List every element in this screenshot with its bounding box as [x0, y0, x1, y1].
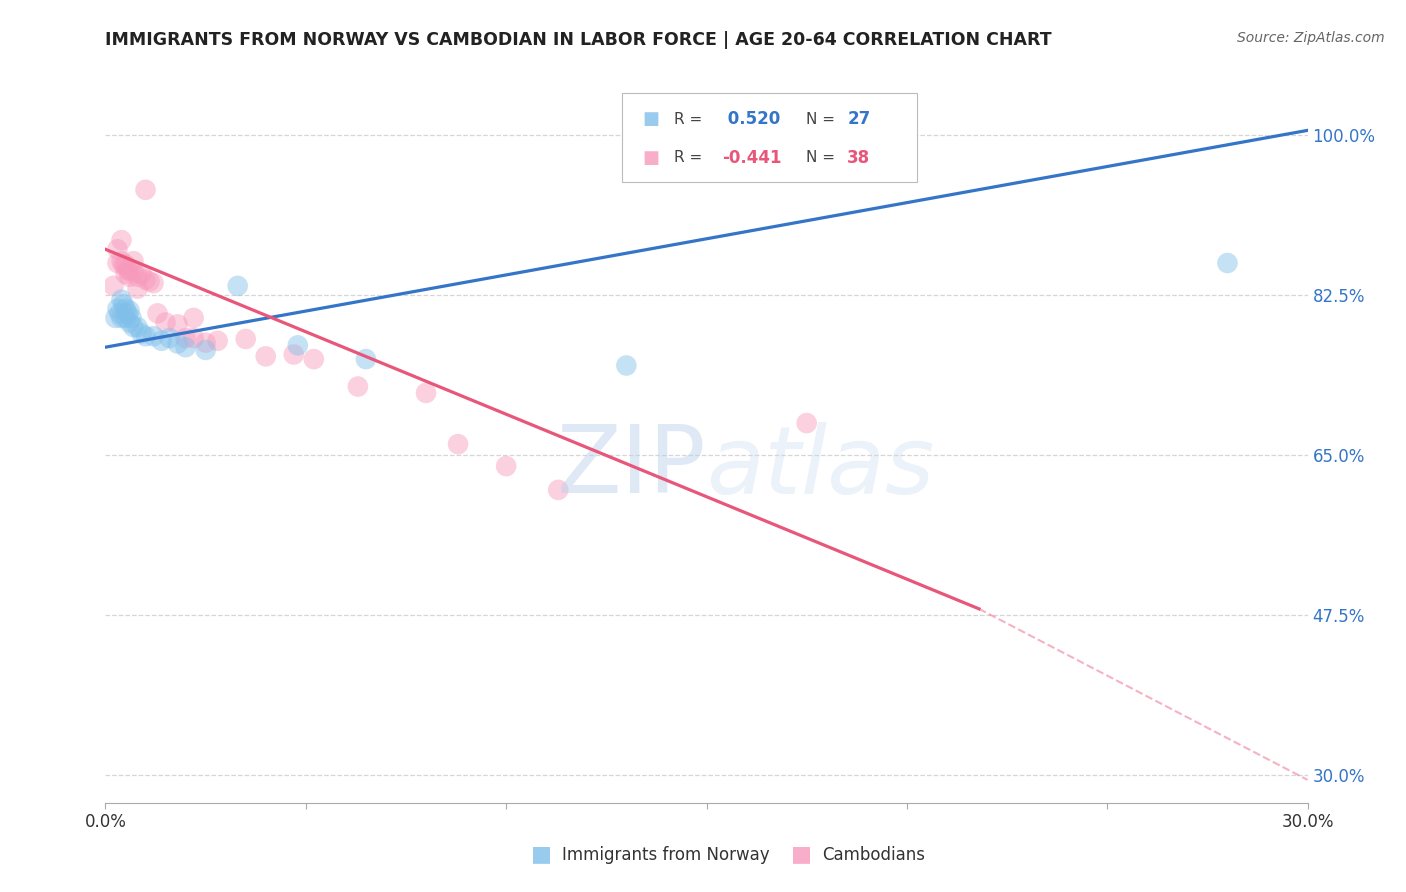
Point — [166, 336, 188, 351]
Point — [131, 326, 153, 341]
Point — [138, 274, 160, 288]
Point — [107, 301, 129, 316]
Point — [104, 310, 127, 325]
Text: 38: 38 — [848, 149, 870, 167]
Text: -0.441: -0.441 — [723, 149, 782, 167]
Text: ■: ■ — [792, 845, 811, 864]
Point — [108, 306, 131, 320]
Point — [110, 310, 132, 325]
Point — [183, 331, 205, 345]
Point — [117, 263, 139, 277]
Point — [110, 233, 132, 247]
Point — [207, 334, 229, 348]
Point — [117, 306, 139, 320]
Point — [183, 310, 205, 325]
Point — [194, 343, 217, 357]
Point — [121, 310, 143, 325]
Point — [107, 256, 129, 270]
Point — [127, 282, 149, 296]
Point — [118, 269, 141, 284]
Point — [118, 316, 141, 330]
Text: N =: N = — [806, 151, 841, 165]
Point — [354, 352, 377, 367]
Point — [127, 269, 149, 284]
Point — [447, 437, 470, 451]
Point — [103, 279, 125, 293]
Point — [150, 334, 173, 348]
Point — [302, 352, 325, 367]
Point — [112, 258, 135, 272]
Point — [287, 338, 309, 352]
Point — [142, 329, 165, 343]
Point — [135, 329, 157, 343]
Point — [174, 340, 197, 354]
Point — [796, 416, 818, 430]
Text: Source: ZipAtlas.com: Source: ZipAtlas.com — [1237, 31, 1385, 45]
Point — [283, 347, 305, 361]
Text: ■: ■ — [643, 111, 659, 128]
Point — [254, 349, 277, 363]
Text: N =: N = — [806, 112, 841, 127]
Point — [166, 318, 188, 332]
Text: IMMIGRANTS FROM NORWAY VS CAMBODIAN IN LABOR FORCE | AGE 20-64 CORRELATION CHART: IMMIGRANTS FROM NORWAY VS CAMBODIAN IN L… — [105, 31, 1052, 49]
Point — [347, 379, 370, 393]
Point — [114, 310, 136, 325]
Point — [159, 331, 181, 345]
Point — [114, 301, 136, 316]
Point — [415, 386, 437, 401]
Point — [616, 359, 638, 373]
Text: atlas: atlas — [707, 422, 935, 513]
Point — [155, 316, 177, 330]
Point — [107, 242, 129, 256]
Point — [174, 331, 197, 345]
FancyBboxPatch shape — [623, 93, 917, 182]
Point — [495, 459, 517, 474]
Point — [114, 267, 136, 281]
Text: R =: R = — [673, 151, 707, 165]
Point — [122, 265, 145, 279]
Point — [235, 332, 257, 346]
Point — [114, 258, 136, 272]
Point — [194, 335, 217, 350]
Text: 27: 27 — [848, 111, 870, 128]
Point — [1216, 256, 1239, 270]
Text: ■: ■ — [531, 845, 551, 864]
Point — [146, 306, 169, 320]
Text: Cambodians: Cambodians — [823, 846, 925, 863]
Point — [110, 293, 132, 307]
Point — [127, 320, 149, 334]
Point — [226, 279, 249, 293]
Point — [118, 263, 141, 277]
Point — [122, 320, 145, 334]
Point — [131, 267, 153, 281]
Point — [110, 254, 132, 268]
Text: 0.520: 0.520 — [723, 111, 780, 128]
Point — [547, 483, 569, 497]
Text: ZIP: ZIP — [557, 421, 707, 514]
Point — [118, 303, 141, 318]
Point — [112, 297, 135, 311]
Point — [135, 183, 157, 197]
Text: R =: R = — [673, 112, 707, 127]
Text: ■: ■ — [643, 149, 659, 167]
Point — [135, 272, 157, 286]
Point — [122, 254, 145, 268]
Text: Immigrants from Norway: Immigrants from Norway — [562, 846, 770, 863]
Point — [142, 276, 165, 290]
